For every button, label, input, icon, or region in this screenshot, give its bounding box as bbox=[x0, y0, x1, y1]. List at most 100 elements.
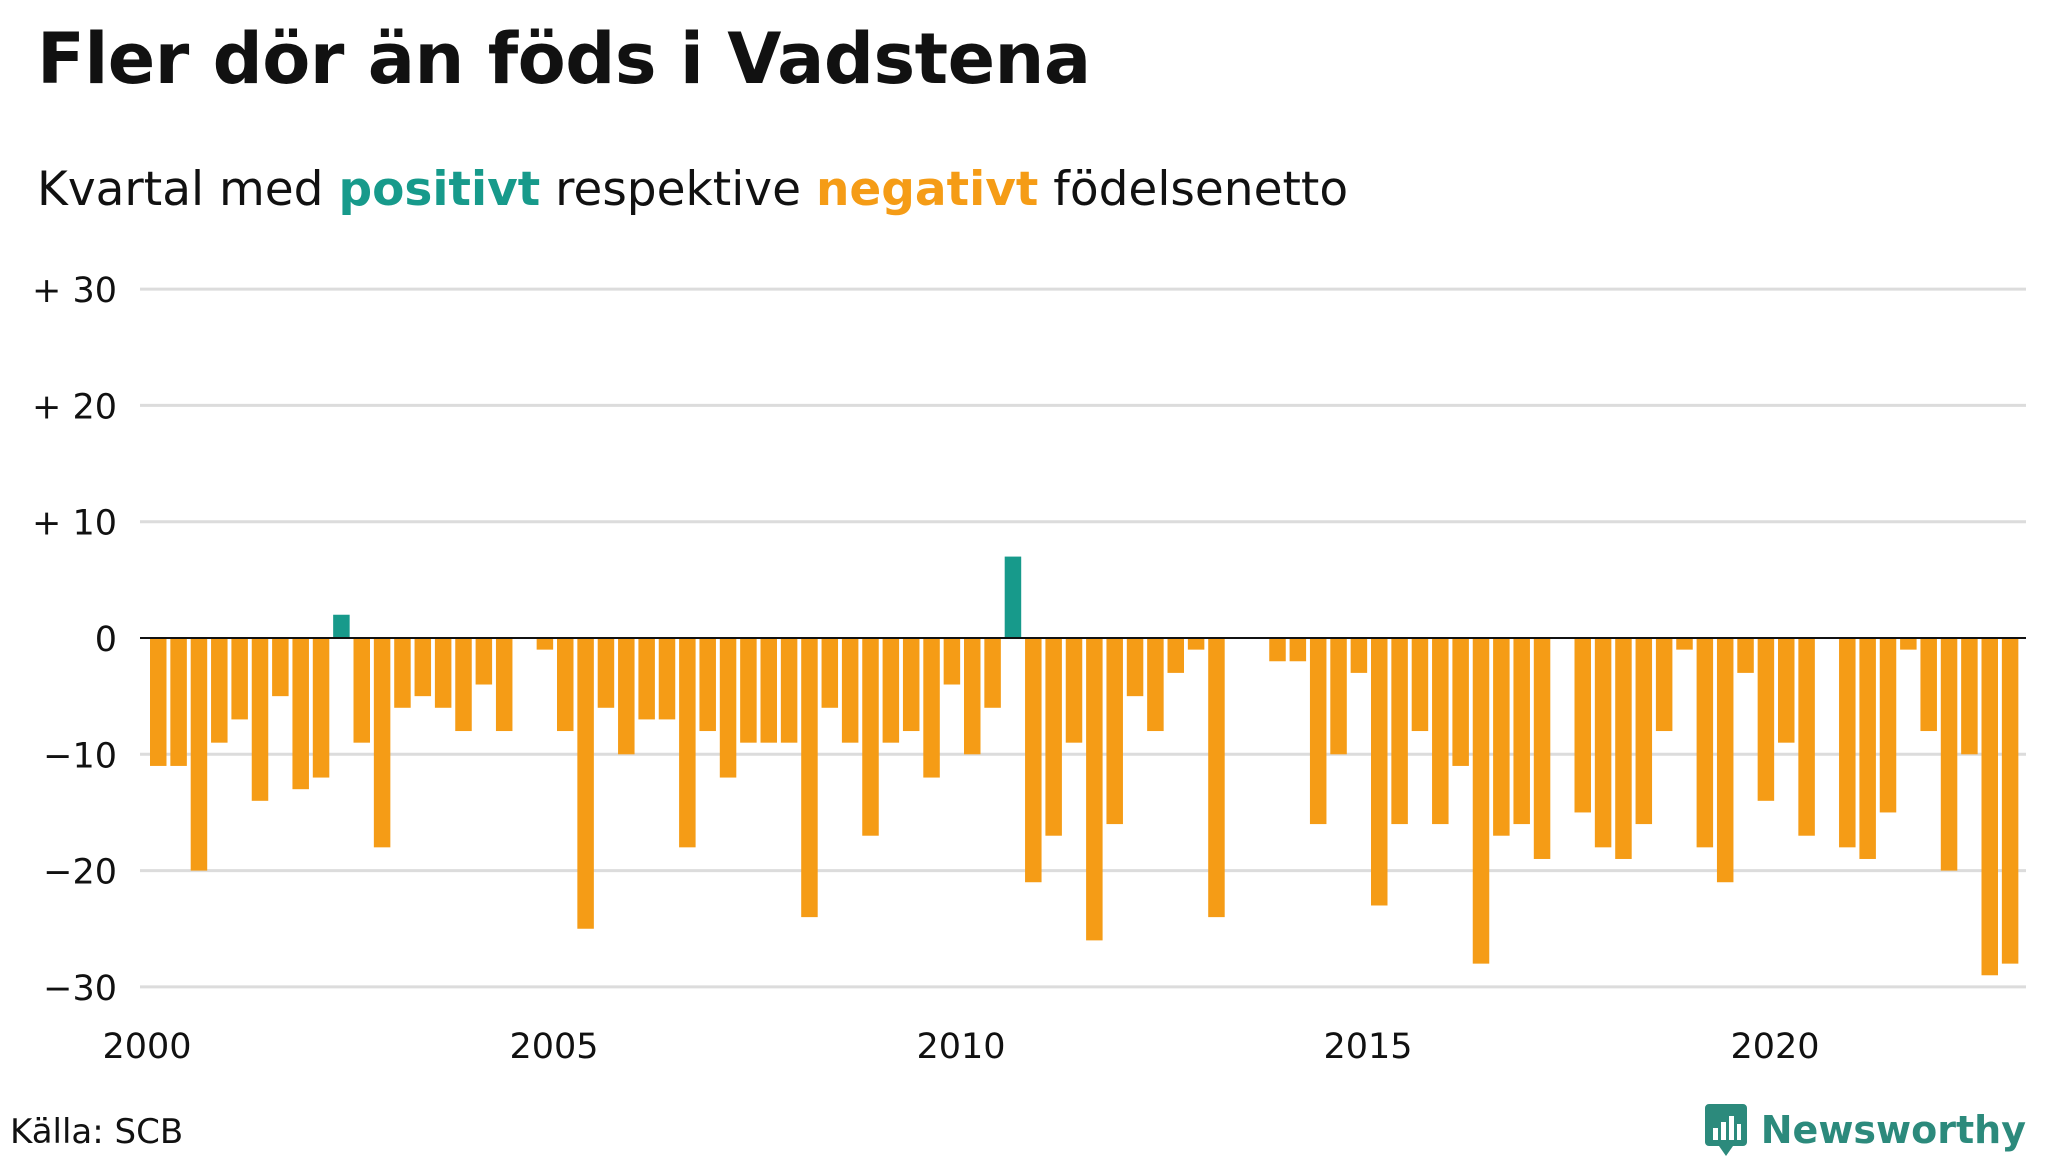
data-bar bbox=[272, 638, 289, 697]
data-bar bbox=[1065, 638, 1083, 743]
bar-chart: + 30 + 20 + 10 0 −10 −20 −30 2000 2005 2010 2015 20… bbox=[32, 271, 2026, 1067]
brand-name: Newsworthy bbox=[1760, 1108, 2026, 1152]
data-bar bbox=[862, 638, 879, 836]
subtitle-part2: respektive bbox=[540, 162, 816, 217]
data-bar bbox=[1513, 638, 1530, 825]
data-bar bbox=[1126, 638, 1144, 697]
data-bar bbox=[1879, 638, 1897, 813]
subtitle-part1: Kvartal med bbox=[37, 162, 339, 217]
data-bar bbox=[312, 638, 330, 778]
y-tick-label: 0 bbox=[95, 620, 117, 660]
y-tick-label: −20 bbox=[43, 853, 117, 893]
data-bar bbox=[1859, 638, 1876, 859]
data-bar bbox=[1574, 638, 1591, 813]
data-bar bbox=[414, 638, 432, 697]
y-tick-label: + 10 bbox=[32, 504, 117, 544]
y-tick-label: −10 bbox=[43, 736, 117, 776]
data-bar bbox=[1167, 638, 1184, 673]
chart-subtitle: Kvartal med positivt respektive negativt… bbox=[37, 162, 1348, 217]
data-bar bbox=[1472, 638, 1490, 964]
data-bar bbox=[292, 638, 309, 790]
y-tick-label: + 20 bbox=[32, 387, 117, 427]
data-bar bbox=[1432, 638, 1449, 825]
data-bar bbox=[943, 638, 961, 685]
data-bar bbox=[495, 638, 513, 732]
data-bar bbox=[333, 614, 350, 638]
data-bar bbox=[1655, 638, 1673, 732]
data-bar bbox=[150, 638, 167, 766]
data-bar bbox=[1757, 638, 1775, 801]
data-bar bbox=[1025, 638, 1042, 883]
data-bar bbox=[1533, 638, 1551, 859]
data-bar bbox=[1350, 638, 1368, 673]
data-bar bbox=[557, 638, 574, 732]
data-bar bbox=[964, 638, 981, 755]
data-bar bbox=[984, 638, 1001, 708]
data-bar bbox=[1798, 638, 1815, 836]
data-bar bbox=[1594, 638, 1612, 848]
data-bar bbox=[1391, 638, 1408, 825]
data-bar bbox=[1411, 638, 1429, 732]
x-tick-label: 2015 bbox=[1323, 1027, 1412, 1067]
data-bar bbox=[1309, 638, 1327, 825]
data-bar bbox=[251, 638, 269, 801]
data-bar bbox=[780, 638, 798, 743]
data-bar bbox=[740, 638, 757, 743]
data-bar bbox=[1086, 638, 1103, 941]
data-bar bbox=[1269, 638, 1286, 662]
data-bar bbox=[1147, 638, 1164, 732]
data-bar bbox=[1961, 638, 1978, 755]
data-bar bbox=[923, 638, 940, 778]
data-bar bbox=[1940, 638, 1958, 871]
data-bar bbox=[821, 638, 839, 708]
chart-title: Fler dör än föds i Vadstena bbox=[37, 18, 1091, 100]
data-bar bbox=[1920, 638, 1937, 732]
x-tick-label: 2005 bbox=[509, 1027, 598, 1067]
brand-logo: Newsworthy bbox=[1703, 1102, 2026, 1158]
data-bar bbox=[597, 638, 615, 708]
data-bar bbox=[801, 638, 818, 918]
data-bar bbox=[1696, 638, 1714, 848]
data-bar bbox=[1452, 638, 1469, 766]
data-bar bbox=[1208, 638, 1225, 918]
data-bar bbox=[1187, 638, 1205, 650]
data-bar bbox=[1330, 638, 1347, 755]
data-bar bbox=[2001, 638, 2019, 964]
subtitle-part3: födelsenetto bbox=[1038, 162, 1349, 217]
data-bar bbox=[1981, 638, 1998, 976]
subtitle-negative: negativt bbox=[815, 162, 1039, 217]
y-tick-label: −30 bbox=[43, 969, 117, 1009]
data-bar bbox=[353, 638, 370, 743]
data-bar bbox=[211, 638, 228, 743]
data-bar bbox=[618, 638, 635, 755]
data-bar bbox=[902, 638, 920, 732]
data-bar bbox=[231, 638, 248, 720]
data-bar bbox=[679, 638, 696, 848]
data-bar bbox=[760, 638, 777, 743]
data-bar bbox=[1778, 638, 1795, 743]
data-bar bbox=[719, 638, 737, 778]
data-bar bbox=[658, 638, 676, 720]
x-tick-label: 2020 bbox=[1730, 1027, 1819, 1067]
subtitle-positive: positivt bbox=[338, 162, 541, 217]
data-bar bbox=[1839, 638, 1856, 848]
data-bar bbox=[475, 638, 493, 685]
data-bar bbox=[882, 638, 900, 743]
data-bar bbox=[1004, 556, 1022, 638]
data-bar bbox=[1676, 638, 1693, 650]
data-bar bbox=[1737, 638, 1754, 673]
data-bar bbox=[1716, 638, 1734, 883]
data-bar bbox=[1493, 638, 1510, 836]
y-tick-label: + 30 bbox=[32, 271, 117, 311]
data-bar bbox=[841, 638, 859, 743]
x-tick-label: 2010 bbox=[916, 1027, 1005, 1067]
newsworthy-logo-icon bbox=[1704, 1104, 1747, 1156]
data-bar bbox=[699, 638, 716, 732]
data-bar bbox=[1371, 638, 1388, 906]
data-bar bbox=[1615, 638, 1632, 859]
data-bar bbox=[1045, 638, 1062, 836]
data-bar bbox=[373, 638, 391, 848]
data-bar bbox=[394, 638, 411, 708]
data-bar bbox=[1106, 638, 1123, 825]
source-note: Källa: SCB bbox=[10, 1112, 184, 1152]
